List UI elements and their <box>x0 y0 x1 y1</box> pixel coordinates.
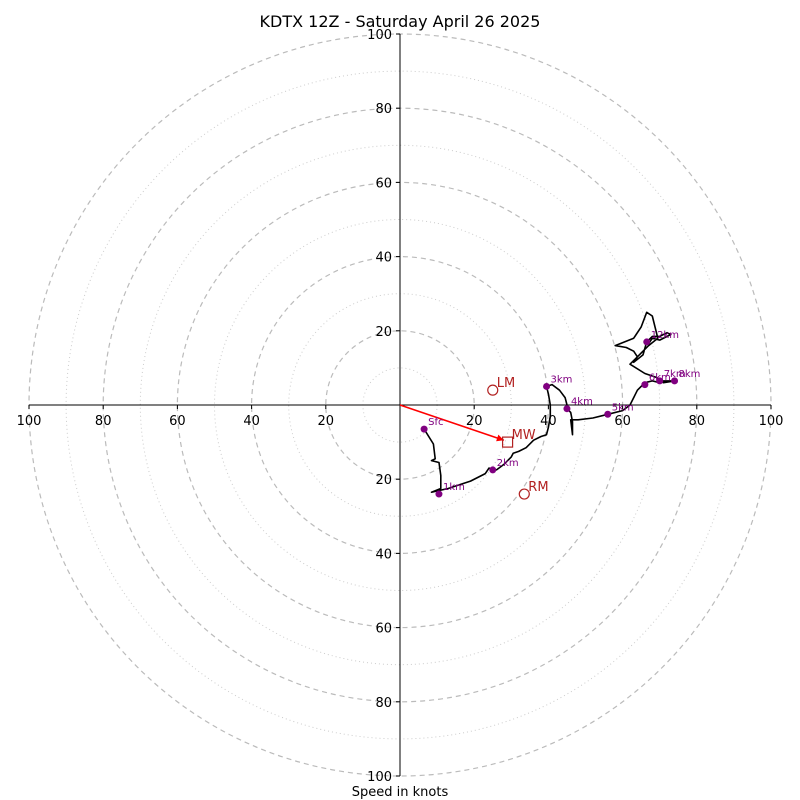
tick-label-up-20: 20 <box>375 325 392 340</box>
tick-label-down-60: 60 <box>375 622 392 637</box>
tick-label-down-20: 20 <box>375 473 392 488</box>
storm-marker-rm <box>518 488 530 500</box>
height-marker-12km <box>643 338 651 346</box>
storm-label-mw: MW <box>512 428 536 443</box>
hodograph-trace <box>423 311 676 494</box>
chart-title: KDTX 12Z - Saturday April 26 2025 <box>260 12 541 31</box>
tick-label-up-80: 80 <box>375 102 392 117</box>
height-marker-8km <box>671 377 679 385</box>
height-label-sfc: Sfc <box>428 417 443 428</box>
shear-vector <box>399 404 505 442</box>
storm-label-rm: RM <box>528 480 548 495</box>
tick-label-right-80: 80 <box>689 414 706 429</box>
tick-label-left-40: 40 <box>243 414 260 429</box>
height-label-8km: 8km <box>679 369 701 380</box>
height-marker-7km <box>656 377 664 385</box>
tick-label-up-40: 40 <box>375 251 392 266</box>
height-label-1km: 1km <box>443 482 465 493</box>
shear-vector-arrowhead <box>496 434 504 442</box>
height-label-5km: 5km <box>612 402 634 413</box>
height-marker-4km <box>563 405 571 413</box>
hodograph-line <box>423 311 676 494</box>
storm-marker-mw <box>501 436 514 448</box>
tick-label-right-20: 20 <box>466 414 483 429</box>
height-label-2km: 2km <box>497 458 519 469</box>
tick-label-down-80: 80 <box>375 696 392 711</box>
height-marker-6km <box>641 381 649 389</box>
tick-label-left-60: 60 <box>169 414 186 429</box>
shear-vector-line <box>399 404 505 442</box>
storm-marker-lm <box>487 384 499 396</box>
tick-label-right-40: 40 <box>540 414 557 429</box>
height-marker-5km <box>604 410 612 418</box>
height-label-12km: 12km <box>651 330 679 341</box>
tick-label-right-100: 100 <box>759 414 784 429</box>
height-label-7km: 7km <box>664 369 686 380</box>
tick-label-right-60: 60 <box>614 414 631 429</box>
storm-motion-markers: LM RM MW <box>487 376 549 500</box>
tick-label-up-100: 100 <box>367 28 392 43</box>
tick-labels: 20 20 20 20 40 40 40 40 60 60 60 60 80 80 80 80 100 100 10… <box>17 28 784 785</box>
height-markers: Sfc1km2km3km4km5km6km7km8km12km <box>420 330 701 498</box>
tick-label-down-100: 100 <box>367 770 392 785</box>
height-marker-sfc <box>420 425 428 433</box>
tick-label-down-40: 40 <box>375 547 392 562</box>
tick-label-left-100: 100 <box>17 414 42 429</box>
x-axis-label: Speed in knots <box>352 785 449 800</box>
tick-label-left-20: 20 <box>318 414 335 429</box>
height-marker-2km <box>489 466 497 474</box>
storm-label-lm: LM <box>497 376 515 391</box>
height-marker-3km <box>543 382 551 390</box>
height-marker-1km <box>435 490 443 498</box>
tick-label-left-80: 80 <box>95 414 112 429</box>
height-label-3km: 3km <box>551 374 573 385</box>
tick-label-up-60: 60 <box>375 176 392 191</box>
height-label-4km: 4km <box>571 397 593 408</box>
